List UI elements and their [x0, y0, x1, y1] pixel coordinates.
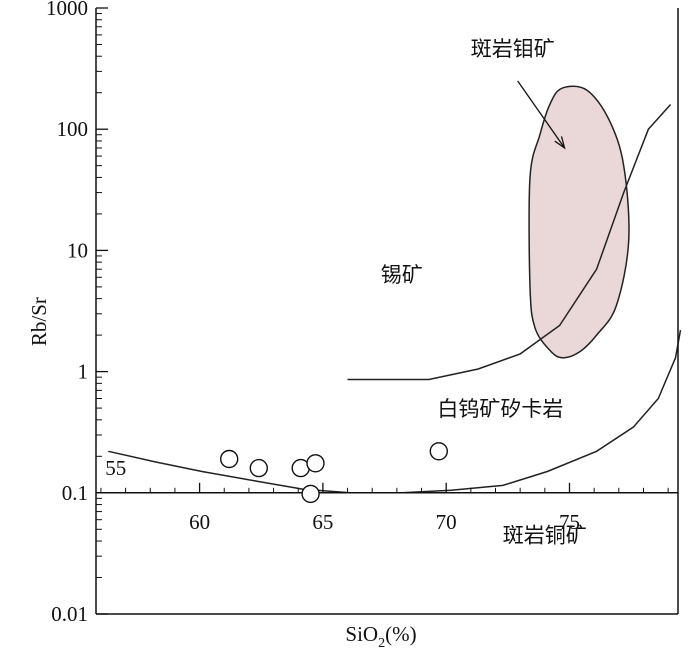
y-axis-title: Rb/Sr [27, 297, 51, 346]
tin-boundary [347, 103, 672, 381]
x-tick-label: 70 [436, 510, 457, 534]
y-tick-label: 10 [67, 238, 88, 262]
x-tick-label: 65 [312, 510, 333, 534]
x-axis-title-subscript: 2 [378, 636, 385, 651]
y-tick-label: 1 [78, 360, 89, 384]
sample-point [249, 458, 268, 478]
porphyry-mo-field-layer [528, 85, 630, 359]
porphyry-mo-arrow-shaft [517, 80, 566, 149]
x-tick-label: 75 [559, 510, 580, 534]
tungsten-boundary [108, 329, 682, 494]
x-axis-title-unit: (%) [385, 622, 416, 646]
sample-point [301, 484, 320, 504]
x-tick-label: 60 [189, 510, 210, 534]
porphyry-mo-arrow-head [554, 136, 566, 150]
porphyry-mo-field [528, 85, 630, 359]
sample-point [219, 449, 239, 469]
axes-layer: 1000 100 10 1 0.1 0.01 60 65 70 75 [46, 0, 679, 626]
annotation-label: 白钨矿矽卡岩 [437, 397, 563, 421]
y-tick-label: 0.1 [62, 481, 88, 505]
sample-point [306, 454, 325, 473]
x-axis-title: SiO2(%) [345, 622, 416, 651]
annotation-label: 55 [105, 456, 126, 480]
y-tick-label: 100 [57, 117, 89, 141]
boundary-lines-layer [108, 103, 682, 494]
sample-point [429, 442, 448, 461]
y-tick-label: 1000 [46, 0, 88, 20]
annotation-label: 斑岩钼矿 [471, 37, 555, 61]
x-axis-title-main: SiO [345, 622, 378, 646]
annotation-label: 锡矿 [381, 263, 423, 287]
y-tick-label: 0.01 [51, 602, 88, 626]
annotation-label: 斑岩铜矿 [503, 523, 587, 547]
data-points-layer [219, 442, 448, 504]
